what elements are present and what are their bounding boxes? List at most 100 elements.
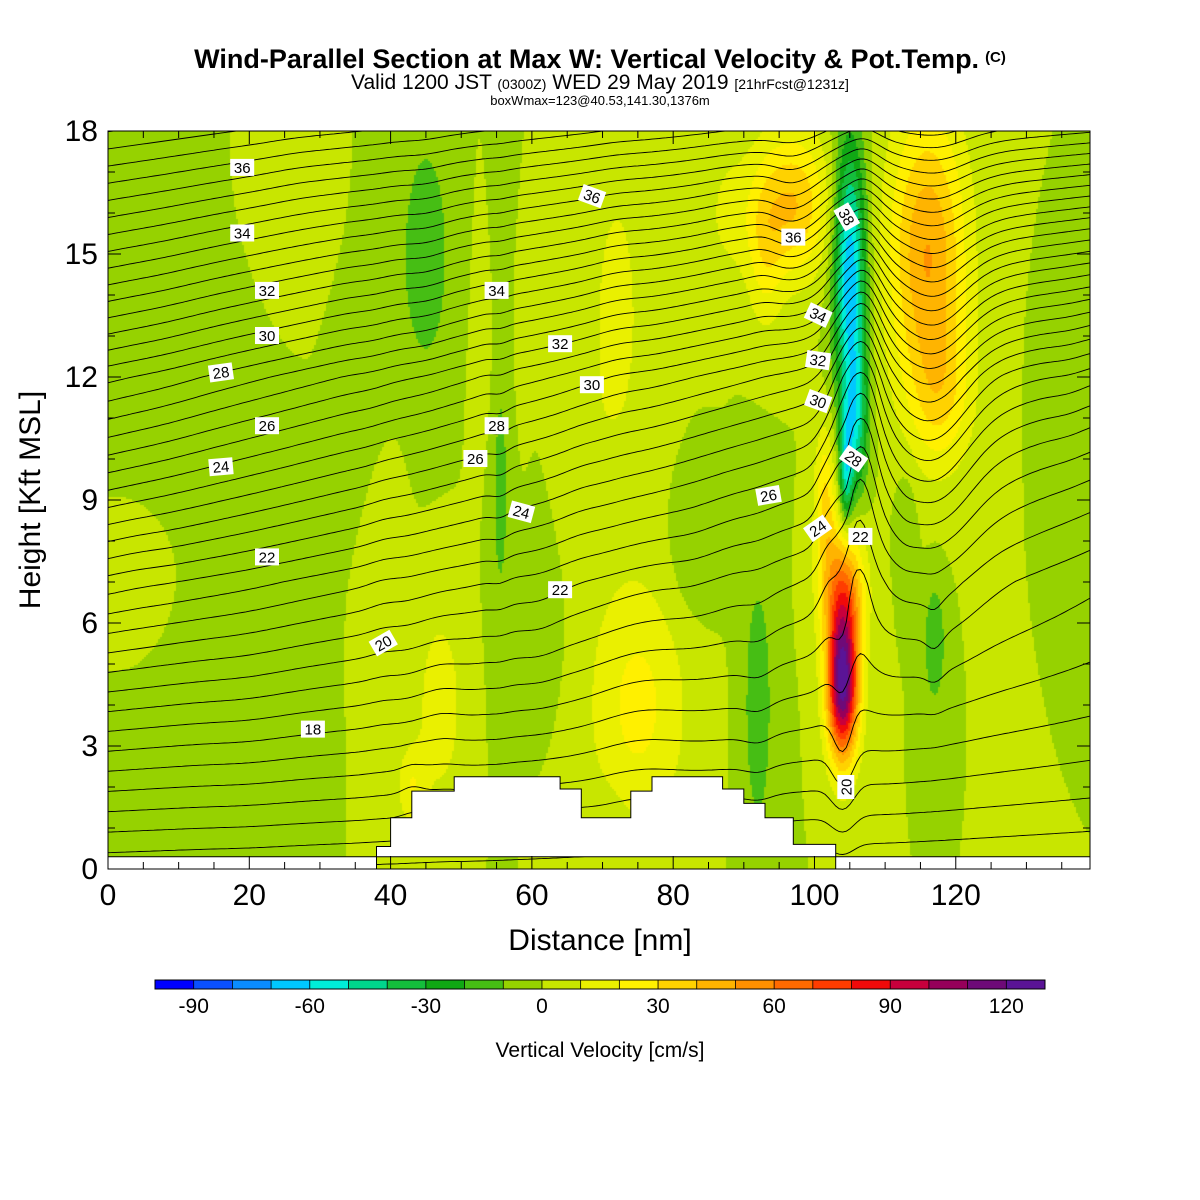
terrain xyxy=(108,776,1090,869)
colorbar-swatch xyxy=(309,980,349,989)
colorbar-swatch xyxy=(851,980,891,989)
colorbar-frame xyxy=(154,979,1046,990)
theta-label-text: 26 xyxy=(467,451,484,468)
theta-label-background xyxy=(548,581,573,599)
colorbar: -90 -60 -30 0 30 60 90 120 xyxy=(154,979,1046,1018)
theta-label-background xyxy=(230,224,255,242)
theta-label-background xyxy=(255,548,279,566)
isentrope-line xyxy=(108,248,1090,456)
theta-label-background xyxy=(803,302,833,328)
theta-label-text: 22 xyxy=(259,549,276,566)
theta-label-background xyxy=(255,417,279,435)
theta-label: 18 xyxy=(300,720,325,739)
isentrope-line xyxy=(108,131,117,133)
theta-label: 32 xyxy=(548,335,573,353)
isentrope-line xyxy=(108,597,1090,772)
theta-label-background xyxy=(837,775,855,799)
colorbar-tick-label: -90 xyxy=(179,995,209,1018)
theta-label: 28 xyxy=(207,362,234,383)
isentrope-line xyxy=(108,49,649,97)
y-tick-label: 15 xyxy=(65,238,98,271)
theta-label-text: 28 xyxy=(488,418,505,435)
colorbar-swatch xyxy=(890,980,930,989)
theta-label-background xyxy=(803,514,833,543)
theta-label: 30 xyxy=(803,389,833,414)
theta-label-background xyxy=(781,228,806,246)
colorbar-swatch xyxy=(348,980,388,989)
isentrope-line xyxy=(108,355,1090,615)
isentrope-line xyxy=(108,715,1090,813)
theta-label-background xyxy=(255,327,279,344)
isentrope-line xyxy=(108,371,1090,634)
theta-label-text: 34 xyxy=(807,305,829,327)
theta-label-background xyxy=(803,389,833,414)
y-tick-label: 3 xyxy=(81,730,98,763)
theta-label-text: 20 xyxy=(372,632,395,655)
theta-label: 24 xyxy=(803,514,833,543)
colorbar-swatch xyxy=(928,980,968,989)
isentrope-line xyxy=(108,217,1090,402)
isentrope-line xyxy=(108,478,1090,713)
theta-label-text: 32 xyxy=(552,336,569,353)
colorbar-swatch xyxy=(541,980,581,989)
isentrope-line xyxy=(108,206,1090,384)
theta-label: 36 xyxy=(781,228,806,247)
theta-label-text: 32 xyxy=(259,283,276,300)
theta-label-text: 20 xyxy=(838,779,855,796)
colorbar-swatch xyxy=(503,980,543,989)
isentrope-line xyxy=(108,445,1090,693)
isentrope-line xyxy=(108,512,1090,732)
theta-label: 26 xyxy=(755,484,782,507)
theta-label: 28 xyxy=(838,444,869,473)
y-tick-label: 0 xyxy=(81,853,98,886)
terrain-shape xyxy=(108,776,1090,869)
theta-label: 30 xyxy=(579,376,604,394)
valid-date: WED 29 May 2019 xyxy=(552,71,729,94)
x-axis-label: Distance [nm] xyxy=(508,924,691,957)
valid-time-line: Valid 1200 JST (0300Z) WED 29 May 2019 [… xyxy=(0,71,1200,95)
theta-label-text: 24 xyxy=(807,517,830,540)
theta-label: 22 xyxy=(848,527,873,546)
isentrope-line xyxy=(108,238,1090,438)
colorbar-tick-label: 60 xyxy=(762,995,785,1018)
isentrope-line xyxy=(108,131,1000,252)
colorbar-tick-label: 90 xyxy=(879,995,902,1018)
isentrope-line xyxy=(108,269,1090,491)
theta-label: 34 xyxy=(484,281,509,300)
theta-label-background xyxy=(484,281,509,299)
vertical-velocity-field xyxy=(108,131,1090,869)
theta-label: 36 xyxy=(230,158,255,177)
theta-label-text: 18 xyxy=(305,722,322,739)
potential-temperature-contours xyxy=(108,49,1090,869)
theta-label-background xyxy=(208,457,234,477)
theta-label-text: 30 xyxy=(584,377,601,394)
theta-label-text: 26 xyxy=(759,487,778,507)
isentrope-line xyxy=(108,49,458,80)
y-tick-label: 6 xyxy=(81,607,98,640)
colorbar-tick-label: -60 xyxy=(295,995,325,1018)
theta-label-background xyxy=(463,450,488,467)
isentrope-line xyxy=(108,549,1090,752)
colorbar-tick-label: 0 xyxy=(536,995,548,1018)
theta-label-text: 24 xyxy=(212,459,230,477)
y-tick-label: 18 xyxy=(65,115,98,148)
theta-label-text: 28 xyxy=(212,364,231,383)
title-main-text: Wind-Parallel Section at Max W: Vertical… xyxy=(194,44,980,74)
isentrope-line xyxy=(108,392,1090,654)
theta-label-background xyxy=(848,527,873,545)
y-axis-label: Height [Kft MSL] xyxy=(14,391,47,609)
theta-label-background xyxy=(838,444,869,473)
forecast-info: [21hrFcst@1231z] xyxy=(734,76,849,92)
theta-label: 26 xyxy=(463,450,488,468)
isentrope-line xyxy=(108,228,1090,420)
theta-label-background xyxy=(230,158,255,176)
theta-label-background xyxy=(579,376,604,394)
isentrope-line xyxy=(108,131,731,218)
theta-label: 24 xyxy=(208,457,234,477)
theta-label: 28 xyxy=(484,417,509,435)
theta-label-text: 30 xyxy=(807,391,828,413)
theta-label-background xyxy=(548,335,573,353)
x-tick-label: 80 xyxy=(656,879,689,912)
colorbar-swatch xyxy=(658,980,698,989)
